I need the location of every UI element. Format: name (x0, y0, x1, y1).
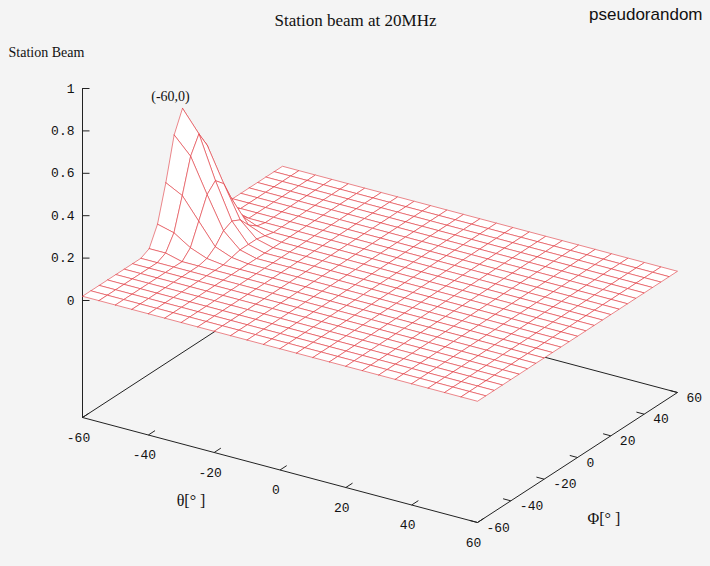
svg-text:60: 60 (466, 536, 482, 551)
svg-text:-60: -60 (487, 521, 510, 536)
svg-text:Station Beam: Station Beam (9, 45, 85, 60)
svg-text:0.2: 0.2 (51, 251, 74, 266)
svg-text:-20: -20 (198, 466, 221, 481)
svg-text:0: 0 (67, 294, 75, 309)
svg-text:0.4: 0.4 (51, 209, 75, 224)
svg-text:0: 0 (587, 456, 595, 471)
svg-text:1: 1 (67, 82, 75, 97)
svg-text:0: 0 (272, 483, 280, 498)
svg-text:20: 20 (620, 434, 636, 449)
svg-text:40: 40 (400, 518, 416, 533)
svg-text:pseudorandom: pseudorandom (589, 5, 702, 24)
svg-text:(-60,0): (-60,0) (151, 89, 190, 105)
svg-text:θ[° ]: θ[° ] (177, 492, 206, 509)
svg-text:-60: -60 (67, 431, 90, 446)
svg-text:-40: -40 (133, 448, 156, 463)
svg-text:60: 60 (687, 391, 703, 406)
svg-text:Φ[° ]: Φ[° ] (588, 510, 621, 527)
svg-text:-20: -20 (553, 477, 576, 492)
svg-text:40: 40 (653, 412, 669, 427)
svg-text:-40: -40 (520, 499, 543, 514)
svg-text:Station beam at 20MHz: Station beam at 20MHz (275, 11, 437, 30)
svg-text:0.8: 0.8 (51, 124, 74, 139)
svg-text:20: 20 (334, 501, 350, 516)
svg-text:0.6: 0.6 (51, 166, 74, 181)
